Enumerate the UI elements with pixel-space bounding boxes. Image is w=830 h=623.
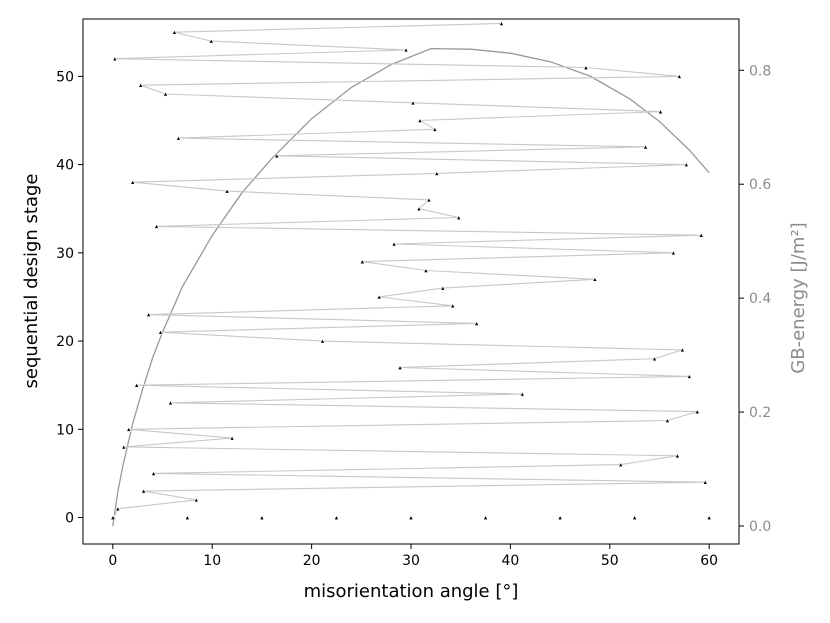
sequential-path-point: [519, 391, 525, 397]
initial-point: [259, 514, 265, 520]
sequential-path-point: [162, 91, 169, 97]
sequential-path-point: [208, 38, 214, 44]
sequential-path-point: [112, 55, 118, 62]
sequential-path-point: [426, 197, 432, 203]
sequential-path-point: [126, 426, 132, 432]
sequential-path-point: [274, 152, 280, 159]
sequential-path-point: [193, 497, 199, 503]
initial-point: [110, 514, 116, 520]
sequential-path-point: [417, 117, 423, 123]
sequential-path-point: [167, 400, 174, 406]
sequential-path-point: [657, 108, 664, 115]
x-tick-label: 10: [203, 553, 221, 569]
sequential-path-point: [698, 232, 704, 238]
gb-energy-curve: [112, 47, 710, 527]
sequential-path-point: [498, 20, 505, 26]
initial-point: [333, 514, 340, 520]
sequential-path-point: [694, 408, 700, 415]
sequential-path-point: [391, 241, 397, 247]
sequential-path-point: [583, 64, 589, 70]
x-tick-label: 0: [108, 553, 117, 569]
sequential-path-point: [416, 205, 422, 212]
sequential-path-point: [229, 435, 235, 441]
sequential-path-point: [651, 355, 658, 362]
initial-point: [482, 514, 489, 520]
sequential-path-point: [130, 179, 136, 185]
sequential-path-point: [434, 170, 440, 176]
y-tick-label: 30: [56, 246, 74, 262]
initial-point: [632, 514, 638, 520]
y2-tick-label: 0.8: [749, 63, 771, 79]
sequential-path-point: [432, 126, 438, 132]
sequential-path-point: [138, 82, 144, 88]
x-tick-label: 60: [700, 553, 718, 569]
sequential-path-point: [157, 329, 164, 335]
sequential-path-point: [440, 285, 446, 291]
y2-tick-label: 0.6: [749, 177, 771, 193]
sequential-path-point: [592, 276, 598, 282]
y2-axis-label: GB-energy [J/m²]: [788, 222, 809, 373]
initial-point: [706, 514, 712, 520]
y-axis-label: sequential design stage: [21, 174, 42, 389]
sequential-path-point: [359, 258, 365, 265]
plot-frame: [82, 18, 740, 545]
sequential-path-point: [175, 135, 182, 141]
sequential-path-point: [141, 488, 147, 494]
x-tick-label: 40: [501, 553, 519, 569]
sequential-path-point: [423, 267, 429, 273]
sequential-path-point: [121, 444, 127, 450]
x-tick-label: 50: [601, 553, 619, 569]
sequential-path-point: [153, 223, 160, 229]
sequential-path-point: [224, 188, 230, 194]
axes: 0 10 20 30 40 50 60 0 10 20 30 40 50 0.0 0.2 0.4 0.6 0.8: [56, 63, 771, 569]
plot-area: [110, 20, 712, 527]
sequential-path-point: [397, 364, 403, 370]
sequential-path-point: [403, 47, 409, 53]
initial-point: [184, 514, 190, 520]
y2-tick-label: 0.2: [749, 405, 771, 421]
y-tick-label: 0: [65, 511, 74, 527]
y-tick-label: 20: [56, 334, 74, 350]
sequential-path-point: [670, 250, 676, 256]
sequential-path-point: [319, 338, 326, 344]
initial-point: [557, 514, 563, 520]
y2-tick-label: 0.0: [749, 519, 771, 535]
sequential-path-point: [676, 73, 682, 79]
sequential-path-point: [115, 505, 121, 512]
y-tick-label: 10: [56, 422, 74, 438]
sequential-path-point: [450, 302, 456, 309]
sequential-path-point: [474, 320, 480, 326]
sequential-path-point: [410, 100, 416, 106]
x-axis-label: misorientation angle [°]: [304, 581, 519, 602]
sequential-path-point: [134, 382, 140, 388]
y-tick-label: 50: [56, 69, 74, 85]
sequential-path-point: [683, 161, 689, 167]
sequential-path-point: [171, 29, 178, 35]
sequential-path-point: [686, 373, 692, 379]
sequential-path-point: [456, 214, 462, 220]
sequential-path-point: [642, 144, 649, 150]
sequential-path-point: [702, 479, 708, 485]
y2-tick-label: 0.4: [749, 291, 771, 307]
initial-point: [408, 514, 414, 520]
sequential-path-point: [376, 294, 382, 300]
sequential-path-point: [674, 452, 680, 459]
x-tick-label: 20: [303, 553, 321, 569]
sequential-path-point: [679, 347, 685, 353]
sequential-path-point: [150, 470, 157, 476]
sequential-path-point: [146, 311, 152, 317]
sequential-path-point: [618, 461, 624, 467]
y-tick-label: 40: [56, 158, 74, 174]
x-tick-label: 30: [402, 553, 420, 569]
sequential-path-line: [113, 22, 706, 518]
sequential-path-point: [664, 417, 671, 423]
